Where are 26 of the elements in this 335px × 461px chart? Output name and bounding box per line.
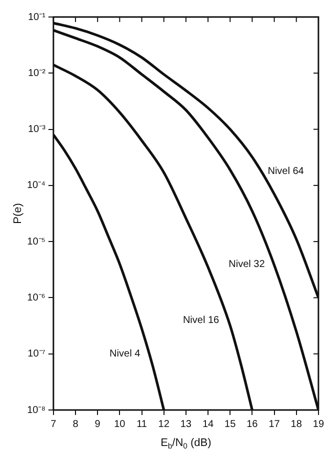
y-tick-label: 10⁻⁴ xyxy=(27,180,46,192)
x-tick-label: 12 xyxy=(158,418,170,430)
x-tick-label: 17 xyxy=(268,418,280,430)
series-label: Nivel 16 xyxy=(182,314,220,326)
x-tick-label: 13 xyxy=(180,418,192,430)
x-tick-label: 10 xyxy=(114,418,126,430)
y-tick-label: 10⁻⁷ xyxy=(28,348,46,360)
y-tick-label: 10⁻⁵ xyxy=(27,236,46,248)
x-tick-label: 7 xyxy=(50,418,57,430)
x-tick-label: 14 xyxy=(202,418,214,430)
y-axis-title: P(e) xyxy=(12,203,24,224)
x-tick-label: 9 xyxy=(94,418,101,430)
x-tick-label: 18 xyxy=(290,418,302,430)
y-tick-label: 10⁻⁶ xyxy=(27,292,46,304)
x-tick-label: 19 xyxy=(312,418,324,430)
y-tick-label: 10⁻¹ xyxy=(28,12,46,23)
y-tick-label: 10⁻² xyxy=(28,68,46,79)
series-label: Nivel 4 xyxy=(110,348,141,360)
series-label: Nivel 64 xyxy=(268,166,304,178)
y-tick-label: 10⁻³ xyxy=(28,124,46,136)
x-tick-label: 16 xyxy=(246,418,258,430)
x-tick-label: 11 xyxy=(136,418,148,430)
y-tick-label: 10⁻⁸ xyxy=(27,404,46,416)
x-tick-label: 15 xyxy=(224,418,236,430)
series-label: Nivel 32 xyxy=(228,258,266,270)
x-tick-label: 8 xyxy=(72,418,79,430)
